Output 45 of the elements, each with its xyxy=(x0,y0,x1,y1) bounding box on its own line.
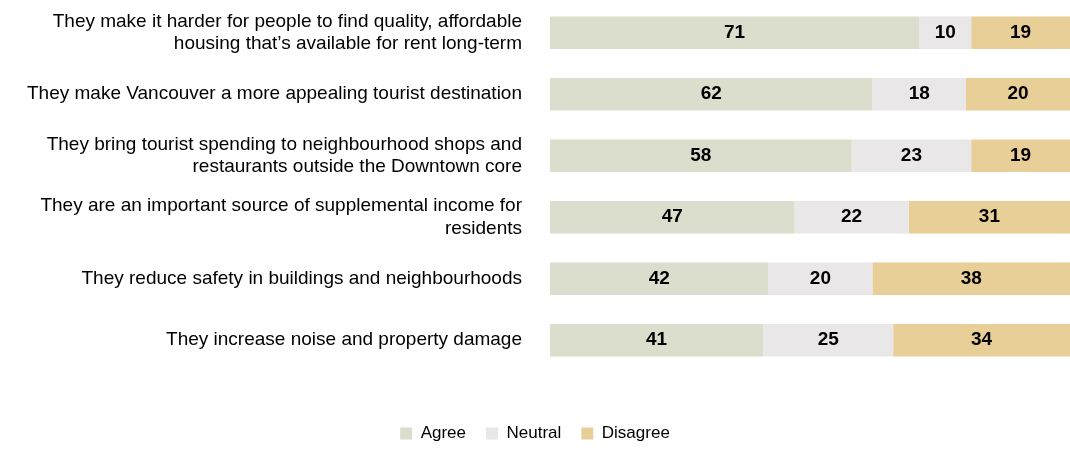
data-label: 20 xyxy=(809,266,831,288)
data-label: 10 xyxy=(934,20,956,42)
data-label: 19 xyxy=(1010,20,1032,42)
data-label: 23 xyxy=(900,143,922,165)
data-label: 31 xyxy=(978,205,1001,227)
legend-label: Disagree xyxy=(601,423,670,443)
y-tick-label: They are an important source of supplemental income for residents xyxy=(40,194,523,238)
data-label: 58 xyxy=(690,143,712,165)
bar xyxy=(763,323,894,357)
bar xyxy=(550,139,852,173)
bar xyxy=(893,323,1070,357)
y-tick-label: They bring tourist spending to neighbourhood shops and restaurants outside the Downtown core xyxy=(46,132,522,177)
data-label: 42 xyxy=(648,266,670,288)
bar xyxy=(768,262,873,296)
data-label: 20 xyxy=(1007,82,1029,104)
bar xyxy=(919,16,972,50)
data-label: 38 xyxy=(960,266,982,288)
data-label: 25 xyxy=(817,328,840,350)
data-label: 62 xyxy=(700,82,722,104)
bar xyxy=(550,262,769,296)
legend-label: Agree xyxy=(420,423,467,443)
bar xyxy=(872,77,966,111)
bar xyxy=(550,323,764,357)
data-label: 71 xyxy=(724,20,746,42)
bar xyxy=(550,77,873,111)
data-label: 22 xyxy=(841,205,863,227)
data-label: 47 xyxy=(661,205,683,227)
data-label: 19 xyxy=(1010,143,1032,165)
bar xyxy=(851,139,972,173)
bar xyxy=(966,77,1070,111)
bar xyxy=(872,262,1070,296)
legend-label: Neutral xyxy=(506,423,562,443)
bar xyxy=(550,200,795,234)
y-tick-label: They increase noise and property damage xyxy=(166,328,522,350)
bar xyxy=(971,16,1070,50)
data-label: 41 xyxy=(646,328,668,350)
bar xyxy=(550,16,920,50)
y-tick-label: They make Vancouver a more appealing tourist destination xyxy=(27,82,522,104)
data-label: 18 xyxy=(908,82,930,104)
bar xyxy=(971,139,1070,173)
y-tick-label: They make it harder for people to find quality, affordable housing that’s available for rent long-term xyxy=(52,9,522,54)
y-tick-label: They reduce safety in buildings and neighbourhoods xyxy=(81,266,522,288)
bar xyxy=(908,200,1070,234)
data-label: 34 xyxy=(971,328,993,350)
bar xyxy=(794,200,909,234)
